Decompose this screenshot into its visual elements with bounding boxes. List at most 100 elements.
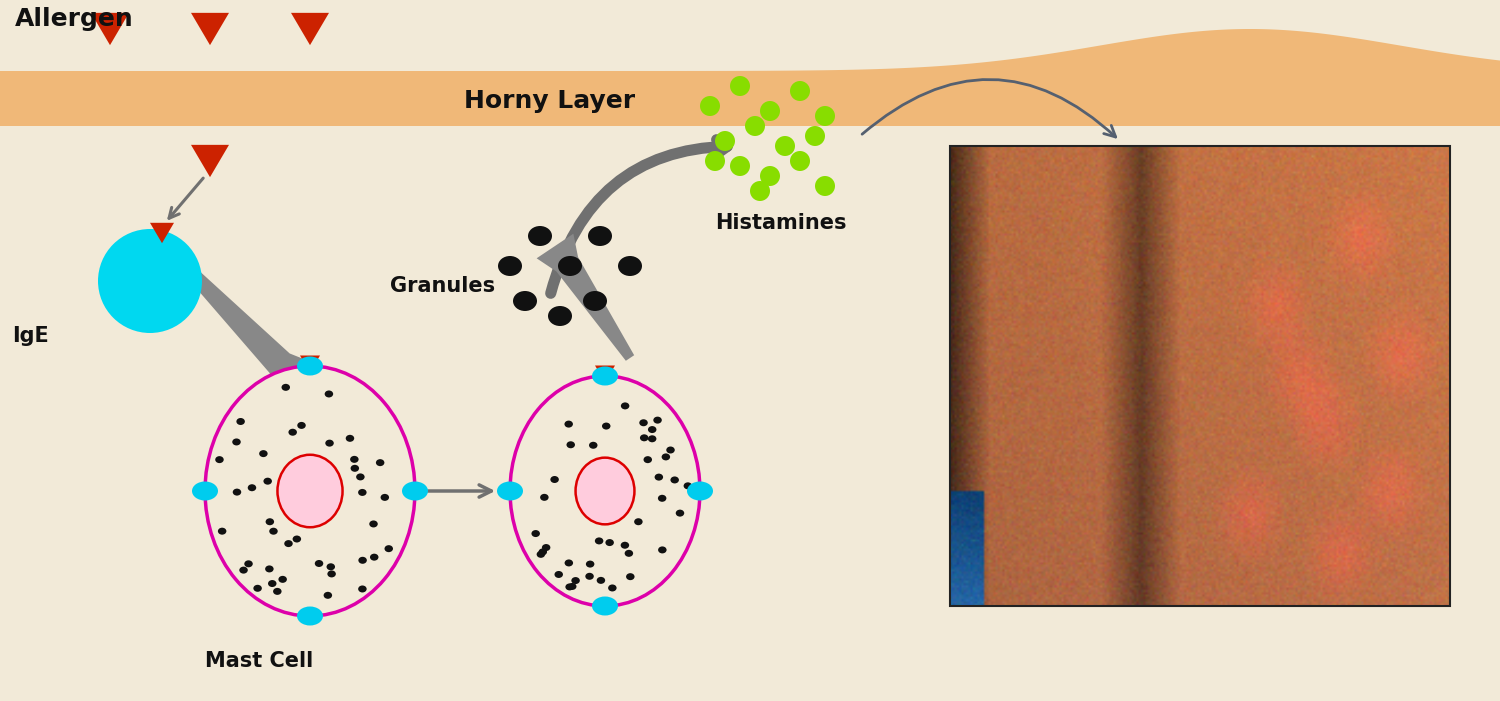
Circle shape [98, 229, 202, 333]
Polygon shape [180, 261, 312, 395]
Ellipse shape [662, 454, 670, 461]
Ellipse shape [496, 482, 523, 501]
Ellipse shape [558, 256, 582, 276]
Ellipse shape [268, 580, 276, 587]
Ellipse shape [315, 560, 324, 567]
Ellipse shape [214, 456, 223, 463]
Circle shape [760, 166, 780, 186]
Ellipse shape [248, 484, 256, 491]
Ellipse shape [640, 435, 648, 442]
Polygon shape [190, 13, 230, 45]
Ellipse shape [644, 456, 652, 463]
Ellipse shape [326, 440, 334, 447]
Ellipse shape [675, 510, 684, 517]
Ellipse shape [498, 256, 522, 276]
Text: Histamines: Histamines [716, 213, 846, 233]
Polygon shape [537, 233, 634, 361]
Ellipse shape [268, 528, 278, 535]
Ellipse shape [585, 573, 594, 580]
Ellipse shape [654, 474, 663, 481]
Ellipse shape [624, 550, 633, 557]
Ellipse shape [684, 482, 692, 489]
Bar [950, 146, 1450, 606]
Ellipse shape [588, 226, 612, 246]
Ellipse shape [278, 455, 342, 527]
Ellipse shape [555, 571, 562, 578]
Ellipse shape [232, 438, 242, 445]
Ellipse shape [608, 585, 616, 592]
Ellipse shape [358, 557, 368, 564]
Ellipse shape [576, 458, 634, 524]
Ellipse shape [621, 402, 630, 409]
Ellipse shape [240, 566, 248, 573]
Ellipse shape [550, 476, 560, 483]
Ellipse shape [356, 473, 364, 480]
Polygon shape [596, 365, 615, 383]
Polygon shape [150, 223, 174, 243]
FancyArrowPatch shape [862, 79, 1116, 137]
Circle shape [790, 151, 810, 171]
Circle shape [790, 81, 810, 101]
Circle shape [716, 131, 735, 151]
Ellipse shape [369, 520, 378, 527]
Ellipse shape [217, 528, 226, 535]
Circle shape [730, 76, 750, 96]
Ellipse shape [288, 429, 297, 436]
Ellipse shape [266, 518, 274, 525]
Ellipse shape [648, 426, 657, 433]
Ellipse shape [513, 291, 537, 311]
Ellipse shape [648, 435, 657, 442]
Ellipse shape [626, 573, 634, 580]
Ellipse shape [634, 518, 642, 525]
Ellipse shape [540, 494, 549, 501]
Ellipse shape [244, 560, 254, 567]
Ellipse shape [206, 366, 416, 616]
Ellipse shape [370, 554, 378, 561]
Ellipse shape [602, 423, 610, 430]
Circle shape [705, 151, 724, 171]
Ellipse shape [351, 465, 358, 472]
Ellipse shape [284, 540, 292, 547]
Ellipse shape [567, 441, 574, 448]
Ellipse shape [639, 419, 648, 426]
Ellipse shape [542, 544, 550, 551]
Ellipse shape [376, 459, 384, 466]
Ellipse shape [292, 536, 302, 543]
Ellipse shape [564, 559, 573, 566]
Ellipse shape [232, 489, 242, 496]
Ellipse shape [592, 367, 618, 386]
Ellipse shape [618, 256, 642, 276]
Ellipse shape [592, 597, 618, 615]
Ellipse shape [596, 538, 603, 545]
Ellipse shape [658, 495, 666, 502]
Circle shape [806, 126, 825, 146]
Polygon shape [0, 29, 1500, 126]
Ellipse shape [670, 477, 680, 484]
Ellipse shape [297, 606, 322, 625]
Ellipse shape [654, 416, 662, 423]
Ellipse shape [381, 494, 388, 501]
Ellipse shape [666, 447, 675, 454]
Circle shape [746, 116, 765, 136]
Ellipse shape [297, 357, 322, 376]
Circle shape [750, 181, 770, 201]
Circle shape [815, 106, 836, 126]
Ellipse shape [327, 571, 336, 578]
Ellipse shape [687, 482, 712, 501]
Ellipse shape [538, 548, 548, 555]
Polygon shape [92, 13, 129, 45]
Ellipse shape [237, 418, 244, 425]
Ellipse shape [658, 546, 666, 553]
Ellipse shape [566, 583, 574, 590]
Ellipse shape [564, 421, 573, 428]
Ellipse shape [350, 456, 358, 463]
Text: IgE: IgE [12, 326, 48, 346]
Polygon shape [190, 145, 230, 177]
Ellipse shape [528, 226, 552, 246]
Ellipse shape [597, 577, 604, 584]
Ellipse shape [324, 390, 333, 397]
Text: Mast Cell: Mast Cell [206, 651, 314, 671]
Text: Granules: Granules [390, 276, 495, 296]
Ellipse shape [297, 422, 306, 429]
Circle shape [760, 101, 780, 121]
